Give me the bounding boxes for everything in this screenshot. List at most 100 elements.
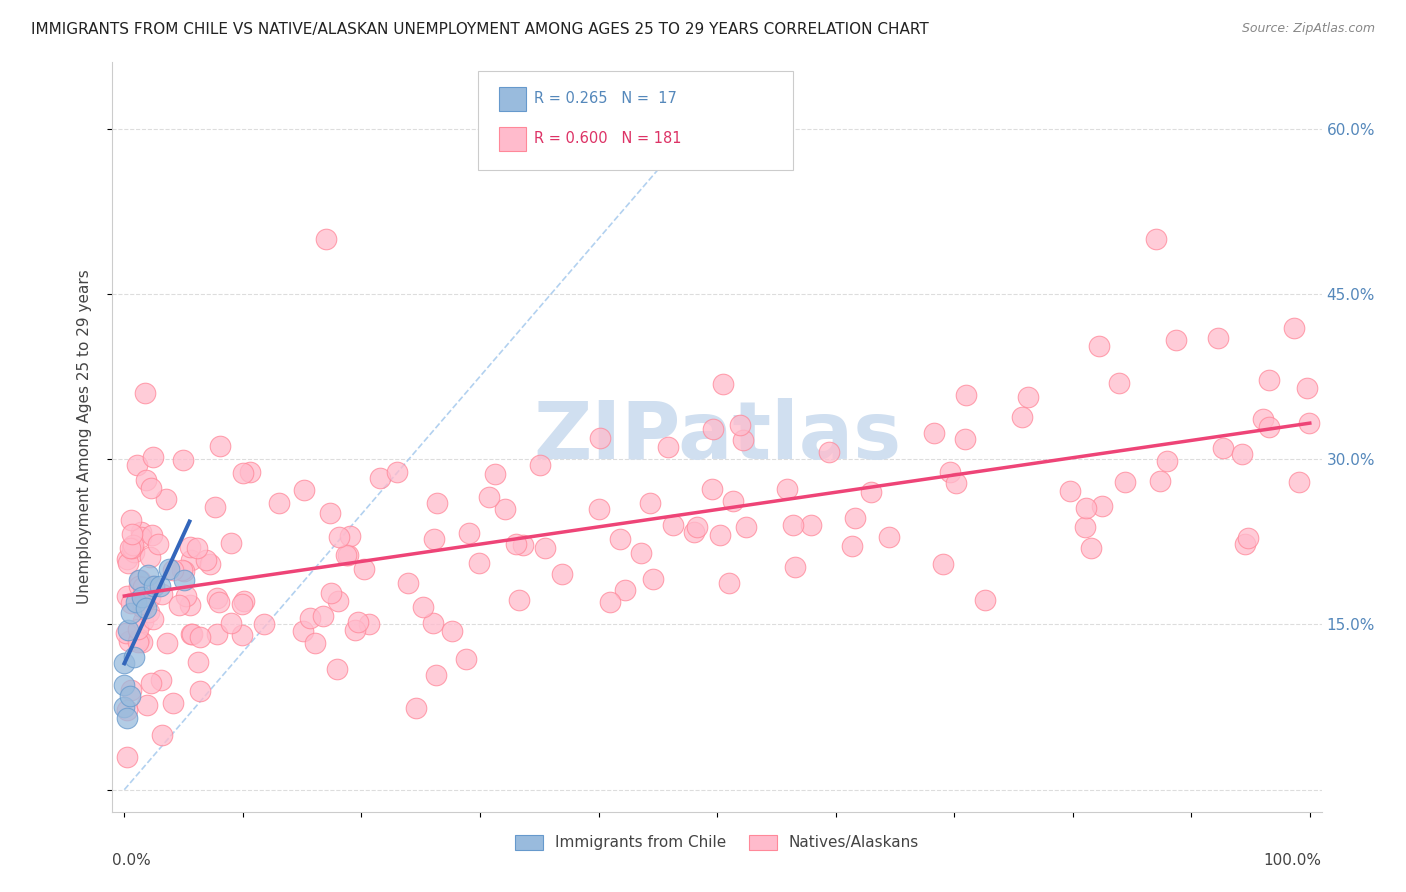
Natives/Alaskans xyxy=(683,524,706,539)
Natives/Alaskans xyxy=(731,433,754,447)
Natives/Alaskans xyxy=(1298,416,1320,430)
Natives/Alaskans xyxy=(135,473,157,487)
Natives/Alaskans xyxy=(117,556,139,570)
Natives/Alaskans xyxy=(339,529,361,543)
Natives/Alaskans xyxy=(440,624,463,638)
Natives/Alaskans xyxy=(508,593,530,607)
Natives/Alaskans xyxy=(1074,500,1097,515)
Immigrants from Chile xyxy=(117,623,139,637)
Natives/Alaskans xyxy=(326,661,349,675)
Natives/Alaskans xyxy=(139,549,162,564)
Natives/Alaskans xyxy=(1108,376,1130,391)
Natives/Alaskans xyxy=(458,525,481,540)
Text: R = 0.600   N = 181: R = 0.600 N = 181 xyxy=(534,130,682,145)
Natives/Alaskans xyxy=(718,575,741,590)
Natives/Alaskans xyxy=(134,386,156,401)
Natives/Alaskans xyxy=(728,417,751,432)
Natives/Alaskans xyxy=(146,537,169,551)
Natives/Alaskans xyxy=(702,422,724,436)
Natives/Alaskans xyxy=(405,701,427,715)
Natives/Alaskans xyxy=(150,728,173,742)
Natives/Alaskans xyxy=(181,627,204,641)
Natives/Alaskans xyxy=(1017,390,1039,404)
Natives/Alaskans xyxy=(396,575,419,590)
Text: R = 0.265   N =  17: R = 0.265 N = 17 xyxy=(534,91,678,106)
Natives/Alaskans xyxy=(932,557,955,571)
Natives/Alaskans xyxy=(138,605,160,619)
Natives/Alaskans xyxy=(1164,333,1187,347)
Natives/Alaskans xyxy=(292,483,315,497)
Natives/Alaskans xyxy=(614,582,637,597)
Natives/Alaskans xyxy=(1144,232,1167,246)
Natives/Alaskans xyxy=(662,517,685,532)
Natives/Alaskans xyxy=(155,492,177,507)
Natives/Alaskans xyxy=(657,440,679,454)
Natives/Alaskans xyxy=(478,491,501,505)
Natives/Alaskans xyxy=(955,432,977,446)
Natives/Alaskans xyxy=(1073,520,1095,534)
Natives/Alaskans xyxy=(1011,410,1033,425)
Natives/Alaskans xyxy=(343,624,366,638)
Natives/Alaskans xyxy=(1258,373,1281,387)
Natives/Alaskans xyxy=(209,439,232,453)
Natives/Alaskans xyxy=(512,538,534,552)
Natives/Alaskans xyxy=(127,635,149,649)
Natives/Alaskans xyxy=(551,567,574,582)
Natives/Alaskans xyxy=(131,580,153,594)
Natives/Alaskans xyxy=(1251,412,1274,426)
Natives/Alaskans xyxy=(129,524,152,539)
Natives/Alaskans xyxy=(426,496,449,510)
Natives/Alaskans xyxy=(121,527,143,541)
Immigrants from Chile xyxy=(157,562,180,576)
Natives/Alaskans xyxy=(186,541,208,556)
Natives/Alaskans xyxy=(205,626,228,640)
Immigrants from Chile xyxy=(136,567,159,582)
Natives/Alaskans xyxy=(141,579,163,593)
Natives/Alaskans xyxy=(1059,483,1081,498)
Natives/Alaskans xyxy=(588,430,610,444)
Natives/Alaskans xyxy=(336,548,359,562)
Natives/Alaskans xyxy=(172,452,194,467)
Natives/Alaskans xyxy=(630,546,652,560)
Natives/Alaskans xyxy=(370,471,392,485)
Natives/Alaskans xyxy=(326,593,349,607)
Natives/Alaskans xyxy=(127,622,149,636)
Natives/Alaskans xyxy=(132,614,155,628)
Natives/Alaskans xyxy=(155,636,177,650)
Natives/Alaskans xyxy=(468,556,491,570)
Natives/Alaskans xyxy=(172,563,194,577)
Natives/Alaskans xyxy=(1149,474,1171,488)
Bar xyxy=(499,87,526,112)
Natives/Alaskans xyxy=(1088,339,1111,353)
Natives/Alaskans xyxy=(127,458,149,472)
Natives/Alaskans xyxy=(141,676,163,690)
FancyBboxPatch shape xyxy=(478,71,793,169)
Natives/Alaskans xyxy=(783,560,806,574)
Immigrants from Chile xyxy=(112,700,135,714)
Natives/Alaskans xyxy=(120,513,142,527)
Natives/Alaskans xyxy=(292,624,315,639)
Natives/Alaskans xyxy=(179,598,201,612)
Natives/Alaskans xyxy=(1232,447,1254,461)
Natives/Alaskans xyxy=(118,633,141,648)
Immigrants from Chile xyxy=(131,590,153,604)
Natives/Alaskans xyxy=(122,545,145,559)
Natives/Alaskans xyxy=(232,466,254,480)
Immigrants from Chile xyxy=(122,650,145,665)
Natives/Alaskans xyxy=(422,615,444,630)
Natives/Alaskans xyxy=(188,630,211,644)
Natives/Alaskans xyxy=(1208,331,1230,345)
Natives/Alaskans xyxy=(122,538,145,552)
Natives/Alaskans xyxy=(638,496,661,510)
Natives/Alaskans xyxy=(141,481,163,495)
Natives/Alaskans xyxy=(142,450,165,464)
Natives/Alaskans xyxy=(357,617,380,632)
Natives/Alaskans xyxy=(844,510,866,524)
Natives/Alaskans xyxy=(1257,420,1279,434)
Natives/Alaskans xyxy=(131,600,153,615)
Natives/Alaskans xyxy=(1114,475,1136,489)
Text: ZIPatlas: ZIPatlas xyxy=(533,398,901,476)
Natives/Alaskans xyxy=(347,615,370,629)
Natives/Alaskans xyxy=(232,594,254,608)
Natives/Alaskans xyxy=(319,506,342,520)
